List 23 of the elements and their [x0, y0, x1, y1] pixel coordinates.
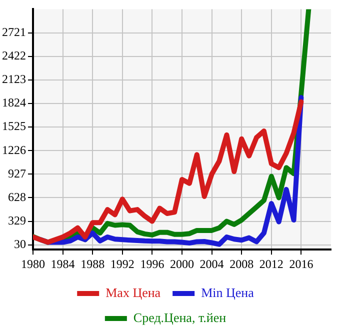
- x-tick-label: 1984: [50, 256, 75, 271]
- y-tick-label: 927: [8, 166, 26, 180]
- x-tick-label: 2008: [230, 256, 254, 271]
- y-tick-label: 2721: [2, 24, 26, 39]
- y-tick-label: 628: [8, 190, 26, 204]
- y-tick-label: 329: [8, 213, 26, 228]
- legend-label: Min Цена: [201, 284, 254, 300]
- y-tick-label: 1824: [2, 96, 26, 110]
- y-tick-label: 1525: [2, 119, 26, 134]
- legend-label: Max Цена: [106, 284, 161, 300]
- y-tick-label: 2123: [2, 72, 26, 86]
- x-tick-label: 1992: [110, 256, 134, 271]
- y-tick-label: 2422: [2, 48, 26, 62]
- x-tick-label: 2012: [259, 256, 284, 271]
- y-tick-label: 1226: [2, 142, 26, 157]
- x-tick-label: 2004: [200, 256, 224, 271]
- x-tick-label: 2000: [170, 256, 194, 271]
- legend-label: Сред.Цена, т.йен: [133, 310, 226, 325]
- x-tick-label: 1988: [80, 256, 105, 271]
- x-tick-label: 2016: [289, 256, 314, 271]
- x-tick-label: 1996: [140, 256, 164, 271]
- x-tick-label: 1980: [21, 256, 45, 271]
- y-tick-label: 30: [14, 237, 26, 252]
